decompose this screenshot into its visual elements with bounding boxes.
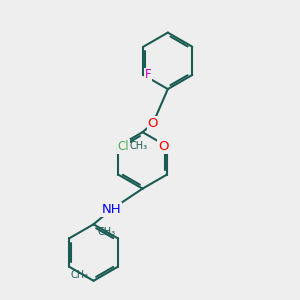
Text: O: O: [148, 117, 158, 130]
Text: F: F: [145, 68, 151, 82]
Text: Cl: Cl: [118, 140, 129, 153]
Text: CH₃: CH₃: [70, 270, 89, 280]
Text: CH₃: CH₃: [98, 227, 116, 237]
Text: NH: NH: [101, 203, 121, 216]
Text: CH₃: CH₃: [130, 141, 148, 151]
Text: O: O: [158, 140, 169, 153]
